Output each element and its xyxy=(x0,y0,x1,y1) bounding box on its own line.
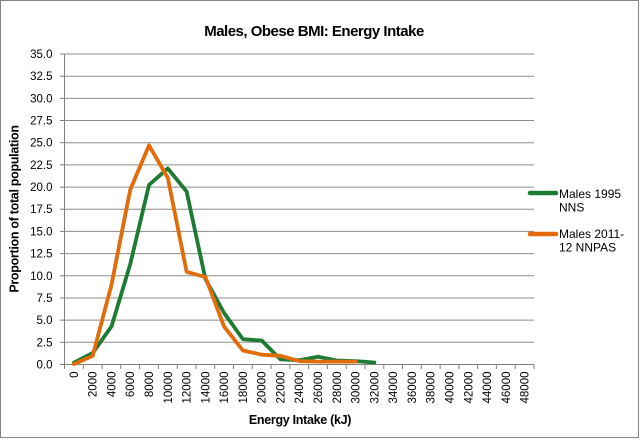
svg-text:Proportion of total population: Proportion of total population xyxy=(8,125,22,292)
svg-text:12 NNPAS: 12 NNPAS xyxy=(559,241,616,255)
svg-text:NNS: NNS xyxy=(559,201,584,215)
svg-text:17.5: 17.5 xyxy=(30,204,52,216)
svg-text:0.0: 0.0 xyxy=(37,360,53,372)
svg-text:15.0: 15.0 xyxy=(30,226,52,238)
svg-text:36000: 36000 xyxy=(407,372,419,404)
svg-text:7.5: 7.5 xyxy=(37,293,53,305)
svg-text:6000: 6000 xyxy=(125,372,137,398)
svg-text:24000: 24000 xyxy=(294,372,306,404)
svg-text:32000: 32000 xyxy=(369,372,381,404)
svg-text:26000: 26000 xyxy=(313,372,325,404)
svg-text:2000: 2000 xyxy=(88,372,100,398)
svg-text:20.0: 20.0 xyxy=(30,182,52,194)
svg-text:27.5: 27.5 xyxy=(30,116,52,128)
svg-text:12.5: 12.5 xyxy=(30,249,52,261)
svg-text:18000: 18000 xyxy=(238,372,250,404)
svg-text:8000: 8000 xyxy=(144,372,156,398)
svg-text:Males 2011-: Males 2011- xyxy=(559,227,624,241)
svg-text:44000: 44000 xyxy=(482,372,494,404)
svg-text:Males, Obese BMI: Energy Intak: Males, Obese BMI: Energy Intake xyxy=(204,23,424,40)
svg-text:2.5: 2.5 xyxy=(37,337,53,349)
svg-text:46000: 46000 xyxy=(501,372,513,404)
svg-text:35.0: 35.0 xyxy=(30,49,52,61)
svg-text:22000: 22000 xyxy=(276,372,288,404)
svg-text:10000: 10000 xyxy=(163,372,175,404)
svg-text:38000: 38000 xyxy=(426,372,438,404)
svg-text:12000: 12000 xyxy=(182,372,194,404)
svg-text:14000: 14000 xyxy=(200,372,212,404)
svg-text:5.0: 5.0 xyxy=(37,315,53,327)
svg-text:Males 1995: Males 1995 xyxy=(559,187,621,201)
svg-text:4000: 4000 xyxy=(107,372,119,398)
svg-text:28000: 28000 xyxy=(332,372,344,404)
svg-text:30000: 30000 xyxy=(351,372,363,404)
svg-text:32.5: 32.5 xyxy=(30,71,52,83)
svg-text:34000: 34000 xyxy=(388,372,400,404)
svg-text:Energy Intake (kJ): Energy Intake (kJ) xyxy=(249,413,351,427)
svg-text:40000: 40000 xyxy=(445,372,457,404)
svg-text:20000: 20000 xyxy=(257,372,269,404)
svg-text:22.5: 22.5 xyxy=(30,160,52,172)
svg-text:16000: 16000 xyxy=(219,372,231,404)
svg-text:10.0: 10.0 xyxy=(30,271,52,283)
svg-text:48000: 48000 xyxy=(520,372,532,404)
svg-text:30.0: 30.0 xyxy=(30,93,52,105)
svg-text:42000: 42000 xyxy=(463,372,475,404)
svg-text:25.0: 25.0 xyxy=(30,138,52,150)
svg-text:0: 0 xyxy=(69,372,81,378)
